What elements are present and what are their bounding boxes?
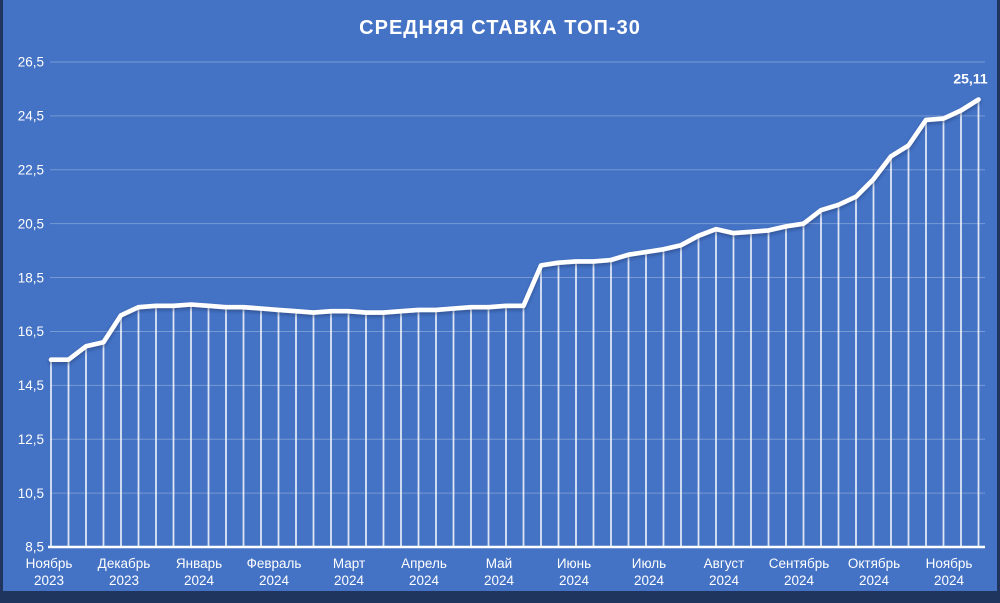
- y-tick-label: 26,5: [18, 55, 44, 70]
- y-tick-label: 8,5: [25, 540, 44, 555]
- y-tick-label: 24,5: [18, 109, 44, 124]
- x-month-label: Июнь: [557, 556, 591, 571]
- x-month-label: Ноябрь: [26, 556, 73, 571]
- x-year-label: 2023: [109, 573, 139, 588]
- x-year-label: 2024: [259, 573, 290, 588]
- x-year-label: 2024: [709, 573, 740, 588]
- x-month-label: Март: [333, 556, 365, 571]
- x-year-label: 2024: [784, 573, 815, 588]
- x-year-label: 2024: [634, 573, 665, 588]
- end-value-label: 25,11: [953, 70, 987, 86]
- x-month-label: Ноябрь: [926, 556, 973, 571]
- y-tick-label: 10,5: [18, 486, 44, 501]
- y-tick-label: 14,5: [18, 378, 44, 393]
- x-month-label: Май: [486, 556, 512, 571]
- line-chart-canvas: 8,5 10,5 12,5 14,5 16,5 18,5 20,5 22,5 24,5 26,5 Н…: [18, 55, 988, 588]
- x-year-label: 2024: [559, 573, 590, 588]
- x-month-label: Сентябрь: [769, 556, 829, 571]
- x-month-label: Август: [704, 556, 745, 571]
- y-tick-label: 16,5: [18, 324, 44, 339]
- x-year-label: 2024: [934, 573, 965, 588]
- series-line: [48, 97, 981, 362]
- x-year-label: 2024: [184, 573, 215, 588]
- x-year-label: 2024: [409, 573, 440, 588]
- x-month-label: Октябрь: [848, 556, 900, 571]
- y-tick-label: 22,5: [18, 162, 44, 177]
- x-month-label: Февраль: [247, 556, 302, 571]
- x-year-label: 2024: [859, 573, 890, 588]
- chart-title: СРЕДНЯЯ СТАВКА ТОП-30: [359, 17, 641, 39]
- x-year-label: 2024: [334, 573, 365, 588]
- x-month-label: Апрель: [401, 556, 447, 571]
- y-tick-label: 18,5: [18, 270, 44, 285]
- x-month-label: Июль: [632, 556, 666, 571]
- x-month-label: Январь: [176, 556, 222, 571]
- x-month-label: Декабрь: [98, 556, 151, 571]
- y-tick-label: 12,5: [18, 432, 44, 447]
- chart-surface: 8,5 10,5 12,5 14,5 16,5 18,5 20,5 22,5 24,5 26,5 Н…: [3, 0, 997, 591]
- x-year-label: 2023: [34, 573, 64, 588]
- x-year-label: 2024: [484, 573, 515, 588]
- y-tick-label: 20,5: [18, 216, 44, 231]
